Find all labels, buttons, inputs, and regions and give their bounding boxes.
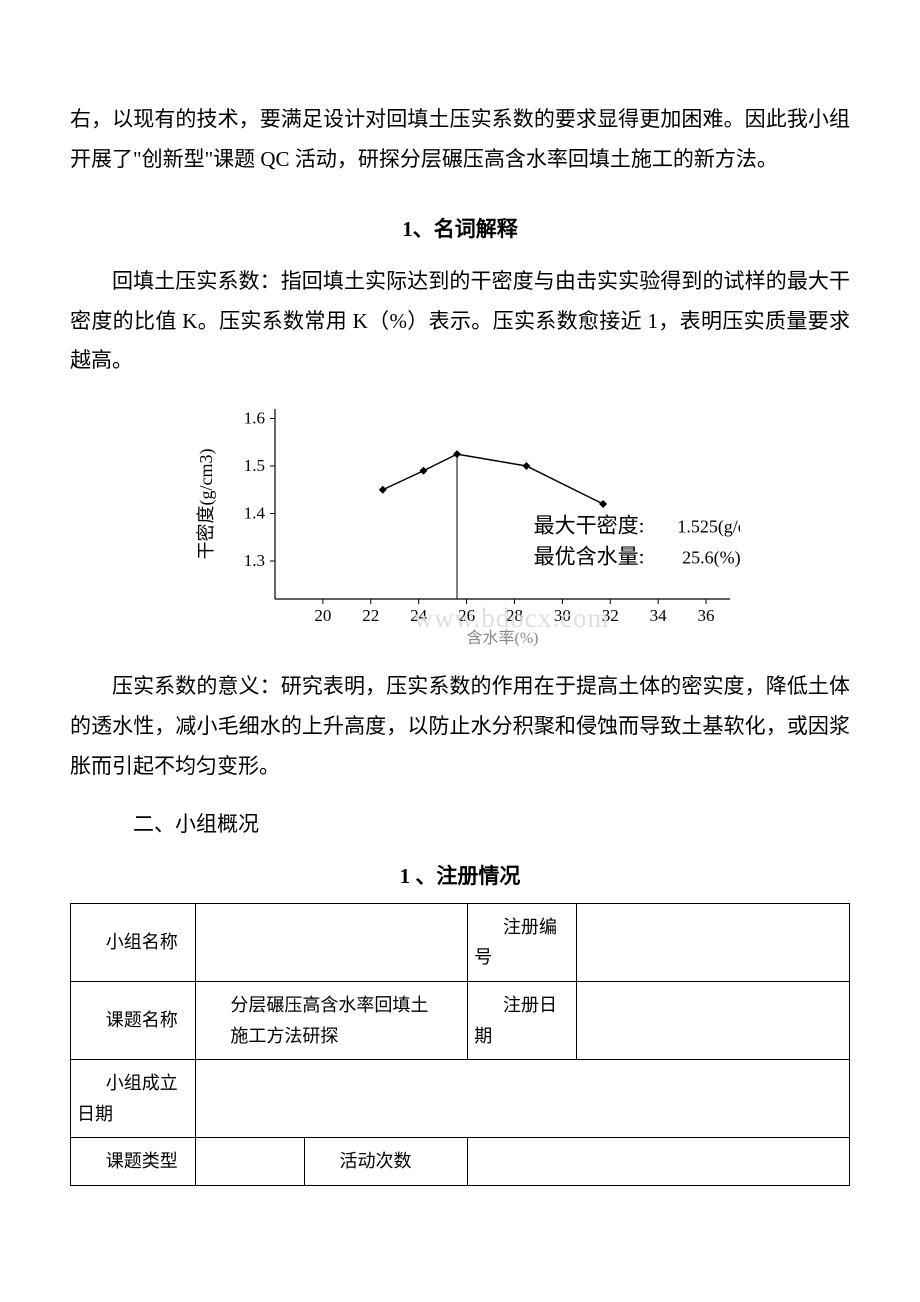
- section-heading-terms: 1、名词解释: [70, 210, 850, 250]
- table-heading: 1 、注册情况: [70, 857, 850, 897]
- svg-text:1.525(g/cm³): 1.525(g/cm³): [677, 517, 740, 538]
- cell-value: [577, 903, 850, 981]
- registration-table: 小组名称 注册编号 课题名称 分层碾压高含水率回填土 施工方法研探 注册日期 小…: [70, 903, 850, 1186]
- cell-label-group-name: 小组名称: [71, 903, 196, 981]
- svg-text:最大干密度:: 最大干密度:: [534, 514, 645, 538]
- svg-text:25.6(%): 25.6(%): [682, 548, 740, 569]
- cell-value: [195, 903, 468, 981]
- topic-line-2: 施工方法研探: [202, 1021, 462, 1052]
- topic-line-1: 分层碾压高含水率回填土: [202, 990, 462, 1021]
- table-row: 课题类型 活动次数: [71, 1138, 850, 1186]
- svg-text:1.4: 1.4: [244, 504, 266, 523]
- cell-label-reg-no: 注册编号: [468, 903, 577, 981]
- svg-text:22: 22: [362, 606, 379, 625]
- svg-text:34: 34: [650, 606, 668, 625]
- cell-value: [195, 1060, 849, 1138]
- svg-text:干密度(g/cm3): 干密度(g/cm3): [196, 449, 217, 560]
- definition-paragraph: 回填土压实系数：指回填土实际达到的干密度与由击实实验得到的试样的最大干密度的比值…: [70, 262, 850, 382]
- table-row: 小组名称 注册编号: [71, 903, 850, 981]
- table-row: 课题名称 分层碾压高含水率回填土 施工方法研探 注册日期: [71, 981, 850, 1059]
- svg-text:36: 36: [698, 606, 715, 625]
- svg-text:1.6: 1.6: [244, 409, 265, 428]
- svg-text:最优含水量:: 最优含水量:: [534, 545, 645, 569]
- cell-value: [468, 1138, 850, 1186]
- svg-text:20: 20: [314, 606, 331, 625]
- cell-label-topic-name: 课题名称: [71, 981, 196, 1059]
- intro-paragraph: 右，以现有的技术，要满足设计对回填土压实系数的要求显得更加困难。因此我小组开展了…: [70, 100, 850, 180]
- cell-value: [577, 981, 850, 1059]
- svg-text:1.5: 1.5: [244, 456, 265, 475]
- density-chart: 1.31.41.51.6202224262830323436干密度(g/cm3)…: [70, 399, 850, 649]
- table-row: 小组成立日期: [71, 1060, 850, 1138]
- cell-label-topic-type: 课题类型: [71, 1138, 196, 1186]
- svg-text:www.bdocx.com: www.bdocx.com: [414, 603, 610, 633]
- section-heading-group: 二、小组概况: [70, 805, 850, 845]
- meaning-paragraph: 压实系数的意义：研究表明，压实系数的作用在于提高土体的密实度，降低土体的透水性，…: [70, 667, 850, 787]
- cell-label-activity-count: 活动次数: [304, 1138, 468, 1186]
- svg-text:1.3: 1.3: [244, 551, 265, 570]
- cell-value-topic: 分层碾压高含水率回填土 施工方法研探: [195, 981, 468, 1059]
- cell-value: [195, 1138, 304, 1186]
- cell-label-found-date: 小组成立日期: [71, 1060, 196, 1138]
- cell-label-reg-date: 注册日期: [468, 981, 577, 1059]
